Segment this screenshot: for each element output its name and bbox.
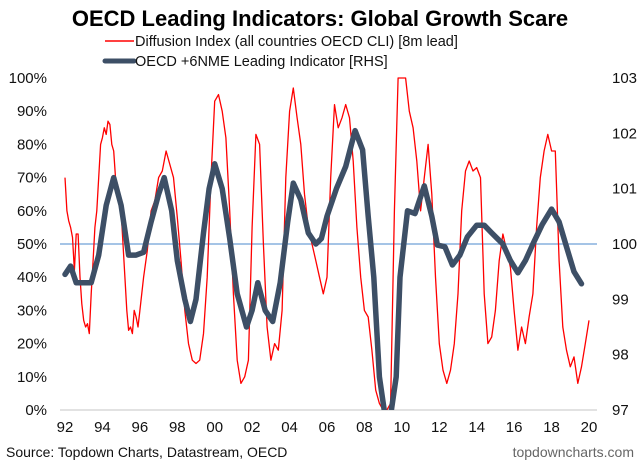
x-tick-label: 08 [356,419,373,436]
x-tick-label: 06 [319,419,336,436]
x-tick-label: 04 [281,419,298,436]
y-axis-right: 97 98 99 100 101 102 103 [612,70,637,419]
y-tick-label-left: 70% [17,170,47,187]
y-tick-label-left: 100% [9,70,47,87]
x-tick-label: 14 [468,419,485,436]
website-link[interactable]: topdowncharts.com [513,444,634,460]
x-tick-label: 10 [394,419,411,436]
y-tick-label-left: 80% [17,136,47,153]
series-line-oecd-leading-indicator [62,127,585,410]
x-tick-label: 96 [132,419,149,436]
x-tick-label: 12 [431,419,448,436]
y-tick-label-right: 101 [612,181,637,198]
y-axis-left: 0% 10% 20% 30% 40% 50% 60% 70% 80% 90% 100% [9,70,47,419]
legend-label-diffusion-index: Diffusion Index (all countries OECD CLI)… [135,34,458,50]
x-tick-label: 20 [581,419,598,436]
x-axis: 92 94 96 98 00 02 04 06 08 10 12 14 16 18 20 [57,419,598,436]
y-tick-label-right: 99 [612,291,629,308]
x-tick-label: 94 [94,419,111,436]
legend-label-oecd-leading-indicator: OECD +6NME Leading Indicator [RHS] [135,54,388,70]
y-tick-label-right: 98 [612,347,629,364]
y-tick-label-right: 103 [612,70,637,87]
y-tick-label-left: 20% [17,336,47,353]
y-tick-label-left: 30% [17,302,47,319]
y-tick-label-left: 60% [17,203,47,220]
y-tick-label-right: 102 [612,125,637,142]
x-tick-label: 02 [244,419,261,436]
legend-item-diffusion-index: Diffusion Index (all countries OECD CLI)… [105,34,458,50]
x-tick-label: 00 [206,419,223,436]
y-tick-label-left: 90% [17,103,47,120]
x-tick-label: 92 [57,419,74,436]
legend: Diffusion Index (all countries OECD CLI)… [102,34,458,70]
x-tick-label: 16 [506,419,523,436]
x-tick-label: 18 [543,419,560,436]
legend-item-oecd-leading-indicator: OECD +6NME Leading Indicator [RHS] [102,54,388,70]
y-tick-label-right: 97 [612,402,629,419]
series-line-diffusion-index [64,77,590,410]
x-tick-label: 98 [169,419,186,436]
source-note: Source: Topdown Charts, Datastream, OECD [6,444,287,460]
y-tick-label-left: 0% [25,402,47,419]
y-tick-label-left: 40% [17,269,47,286]
y-tick-label-right: 100 [612,236,637,253]
y-tick-label-left: 10% [17,369,47,386]
chart-title: OECD Leading Indicators: Global Growth S… [72,6,568,31]
y-tick-label-left: 50% [17,236,47,253]
